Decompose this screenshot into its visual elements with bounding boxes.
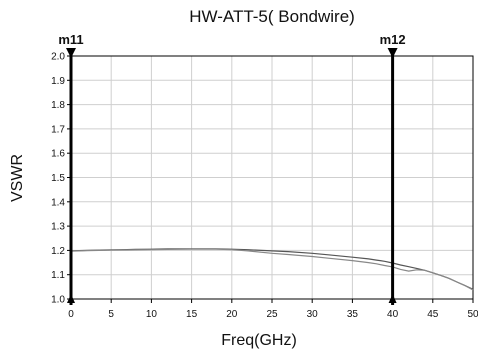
y-tick-label: 1.9 [51,76,65,87]
y-tick-label: 2.0 [51,52,65,63]
series-line-2 [70,248,474,291]
y-tick-label: 1.2 [51,246,65,257]
marker-top-triangle-icon [387,48,398,58]
marker-top-triangle-icon [66,48,76,58]
x-tick-label: 35 [347,309,359,320]
y-tick-label: 1.0 [51,295,65,306]
x-axis-label: Freq(GHz) [221,332,297,349]
marker-label-m11: m11 [58,32,83,47]
series-group [70,248,474,291]
x-tick-label: 25 [266,309,278,320]
marker-group: m11 m12 [58,32,406,305]
x-tick-label: 45 [427,309,439,320]
y-tick-label: 1.8 [51,100,65,111]
y-tick-label: 1.7 [51,124,65,135]
y-tick-label: 1.5 [51,173,65,184]
y-tick-label: 1.4 [51,197,65,208]
marker-bottom-triangle-icon [67,294,75,303]
y-tick-label: 1.3 [51,222,65,233]
y-tick-label: 1.1 [51,270,65,281]
y-axis-label: VSWR [9,154,26,202]
x-tick-label: 20 [226,309,238,320]
chart-title: HW-ATT-5( Bondwire) [189,7,355,26]
marker-label-m12: m12 [380,32,406,47]
y-tick-label: 1.6 [51,149,65,160]
marker-bottom-triangle-icon [388,294,397,303]
grid [71,56,473,299]
x-tick-label: 15 [186,309,198,320]
x-tick-label: 40 [387,309,399,320]
x-tick-label: 10 [146,309,158,320]
x-tick-label: 0 [68,309,74,320]
x-tick-label: 5 [108,309,114,320]
x-tick-label: 30 [307,309,319,320]
y-tick-labels: 1.0 1.1 1.2 1.3 1.4 1.5 1.6 1.7 1.8 1.9 2.0 [51,52,71,306]
x-tick-labels: 0 5 10 15 20 25 30 35 40 45 50 [68,299,478,320]
x-tick-label: 50 [467,309,478,320]
